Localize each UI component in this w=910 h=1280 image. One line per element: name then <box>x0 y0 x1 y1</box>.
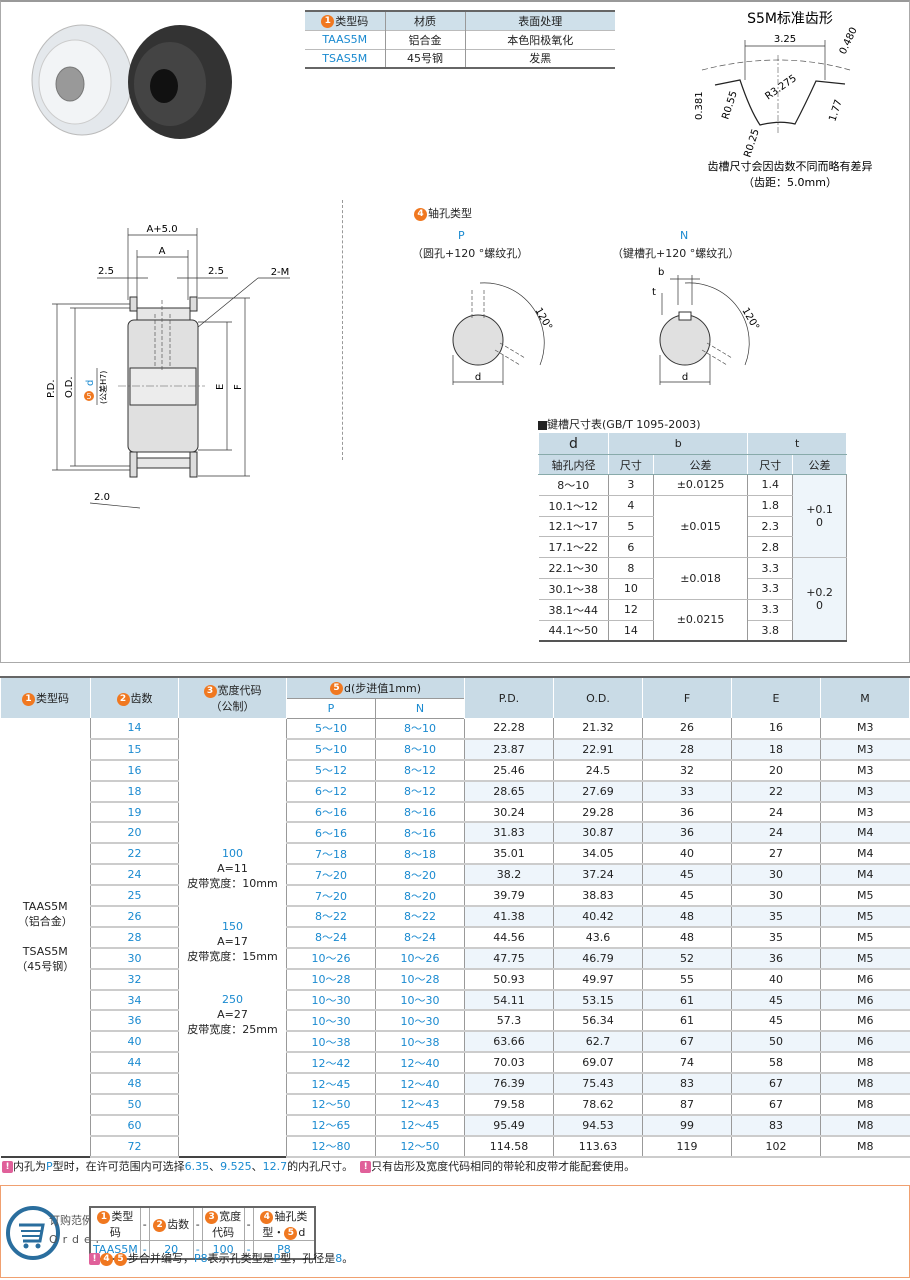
svg-text:(公差H7): (公差H7) <box>98 371 108 404</box>
order-title-en: Order <box>49 1233 106 1246</box>
svg-text:d: d <box>682 372 688 383</box>
svg-text:2.5: 2.5 <box>208 266 224 277</box>
width-code-group: 150 A=17 皮带宽度：15mm <box>187 920 278 964</box>
table-row: 16 5～12 8～12 25.46 24.5 32 20 M3 <box>1 759 910 782</box>
svg-text:2.5: 2.5 <box>98 266 114 277</box>
table-row: 12.1～17 5 2.3 <box>538 516 847 538</box>
svg-text:A: A <box>159 246 166 257</box>
hole-type-p: P <box>458 229 465 242</box>
table-row: 36 10～30 10～30 57.3 56.34 61 45 M6 <box>1 1010 910 1033</box>
order-example: 订购范例 Order 1 类型码 - 2 齿数 - 3 宽度代码 - 4 轴孔类型・ 5 d TA… <box>0 1185 910 1278</box>
table-row: 28 8～24 8～24 44.56 43.6 48 35 M5 <box>1 926 910 949</box>
svg-text:d: d <box>475 372 481 383</box>
table-row: 18 6～12 8～12 28.65 27.69 33 22 M3 <box>1 780 910 803</box>
warning-icon: ! <box>2 1161 13 1173</box>
table-row: 60 12～65 12～45 95.49 94.53 99 83 M8 <box>1 1114 910 1137</box>
svg-text:120°: 120° <box>532 306 554 332</box>
svg-text:P.D.: P.D. <box>46 379 57 398</box>
order-code-table: 1 类型码 - 2 齿数 - 3 宽度代码 - 4 轴孔类型・ 5 d TAAS5M -20-100… <box>89 1206 317 1260</box>
shaft-hole-title: 4 轴孔类型 <box>414 205 472 221</box>
svg-text:2.0: 2.0 <box>94 492 110 503</box>
table-row: 30.1～38 10 3.3 <box>538 578 847 600</box>
table-row: 26 8～22 8～22 41.38 40.42 48 35 M5 <box>1 906 910 928</box>
order-note: ! 4 5 步合并编写，P8表示孔类型是P型，孔径是8。 <box>89 1250 353 1266</box>
svg-text:F: F <box>233 384 244 390</box>
table-row: 38.1～44 12 ±0.0215 3.3 <box>538 599 847 642</box>
table-row: 72 12～80 12～50 114.58 113.63 119 102 M8 <box>1 1135 910 1158</box>
svg-text:d: d <box>85 380 96 386</box>
hole-type-n: N <box>680 229 689 242</box>
hole-type-n-desc: （键槽孔+120 °螺纹孔） <box>612 247 740 260</box>
table-row: 19 6～16 8～16 30.24 29.28 36 24 M3 <box>1 801 910 824</box>
pulley-spec-table: 1 类型码 2 齿数 3 宽度代码 （公制） 5 d(步进值1mm) P.D. O.D. … <box>0 676 910 1158</box>
svg-text:R0.55: R0.55 <box>720 90 739 121</box>
svg-text:120°: 120° <box>739 306 761 332</box>
svg-text:1.77: 1.77 <box>827 98 844 123</box>
svg-text:b: b <box>658 267 664 278</box>
table-row: 22.1～30 8 ±0.018 3.3 +0.2 0 <box>538 557 847 642</box>
key-table-title: 键槽尺寸表(GB/T 1095-2003) <box>538 416 701 432</box>
table-row: 8～10 3 ±0.0125 1.4 +0.1 0 <box>538 474 847 559</box>
tooth-profile-diagram: S5M标准齿形 3.25 0.480 0.381 R0.55 R3.275 1.… <box>694 11 873 189</box>
order-title: 订购范例 <box>49 1214 93 1227</box>
table-row: TAAS5M 铝合金 本色阳极氧化 <box>305 29 615 49</box>
svg-text:E: E <box>215 384 226 390</box>
width-code-group: 250 A=27 皮带宽度：25mm <box>187 993 278 1037</box>
table-row: 15 5～10 8～10 23.87 22.91 28 18 M3 <box>1 738 910 761</box>
product-photo <box>31 24 232 139</box>
table-row: TAAS5M （铝合金） TSAS5M （45号钢） 14 100 A=11 皮带宽度：10m… <box>0 718 910 1157</box>
cart-icon <box>6 1206 60 1260</box>
table-row: 30 10～26 10～26 47.75 46.79 52 36 M5 <box>1 947 910 970</box>
svg-text:（齿距：5.0mm）: （齿距：5.0mm） <box>743 176 837 189</box>
table-row: 25 7～20 8～20 39.79 38.83 45 30 M5 <box>1 885 910 908</box>
svg-text:O.D.: O.D. <box>64 376 75 398</box>
table-row: 20 6～16 8～16 31.83 30.87 36 24 M4 <box>1 822 910 845</box>
svg-text:0.480: 0.480 <box>838 26 860 57</box>
svg-text:R0.25: R0.25 <box>742 128 761 159</box>
table-row: 10.1～12 4 ±0.015 1.8 <box>538 495 847 559</box>
svg-text:0.381: 0.381 <box>694 91 705 120</box>
hole-type-p-desc: （圆孔+120 °螺纹孔） <box>412 247 529 260</box>
table-row: 17.1～22 6 2.8 <box>538 536 847 559</box>
material-table: 1 类型码 材质 表面处理 TAAS5M 铝合金 本色阳极氧化 TSAS5M 45号钢 发黑 <box>305 10 615 69</box>
table-row: 22 7～18 8～18 35.01 34.05 40 27 M4 <box>1 843 910 866</box>
width-code-group: 100 A=11 皮带宽度：10mm <box>187 847 278 891</box>
warning-icon: ! <box>360 1161 372 1173</box>
width-cell: 100 A=11 皮带宽度：10mm 150 A=17 皮带宽度：15mm 250 A=27 皮… <box>178 718 287 1157</box>
svg-text:t: t <box>652 287 656 298</box>
svg-text:2-M: 2-M <box>271 267 290 278</box>
table-row: 44 12～42 12～40 70.03 69.07 74 58 M8 <box>1 1052 910 1075</box>
pulley-dimension-drawing: A+5.0 A 2.5 2.5 2-M P.D. O.D. 5 d (公差H7)… <box>46 224 290 509</box>
table-row: 24 7～20 8～20 38.2 37.24 45 30 M4 <box>1 864 910 887</box>
shaft-hole-diagram: d d b t 120° 120° <box>452 267 761 385</box>
svg-text:A+5.0: A+5.0 <box>146 224 177 235</box>
notes: ! 内孔为P型时，在许可范围内可选择6.35、9.525、12.7的内孔尺寸。 !… <box>2 1158 635 1174</box>
table-row: 40 10～38 10～38 63.66 62.7 67 50 M6 <box>1 1031 910 1054</box>
table-row: 48 12～45 12～40 76.39 75.43 83 67 M8 <box>1 1073 910 1096</box>
svg-text:S5M标准齿形: S5M标准齿形 <box>747 11 833 27</box>
table-row: TSAS5M 45号钢 发黑 <box>305 48 615 68</box>
table-row: 50 12～50 12～43 79.58 78.62 87 67 M8 <box>1 1094 910 1116</box>
svg-text:齿槽尺寸会因齿数不同而略有差异: 齿槽尺寸会因齿数不同而略有差异 <box>708 159 873 173</box>
svg-text:R3.275: R3.275 <box>763 73 798 102</box>
type-cell: TAAS5M （铝合金） TSAS5M （45号钢） <box>0 718 91 1157</box>
svg-text:5: 5 <box>86 392 91 401</box>
table-row: 32 10～28 10～28 50.93 49.97 55 40 M6 <box>1 968 910 991</box>
divider <box>342 200 343 460</box>
table-row: 44.1～50 14 3.8 <box>538 620 847 642</box>
table-row: 34 10～30 10～30 54.11 53.15 61 45 M6 <box>1 989 910 1012</box>
svg-text:3.25: 3.25 <box>774 34 796 45</box>
